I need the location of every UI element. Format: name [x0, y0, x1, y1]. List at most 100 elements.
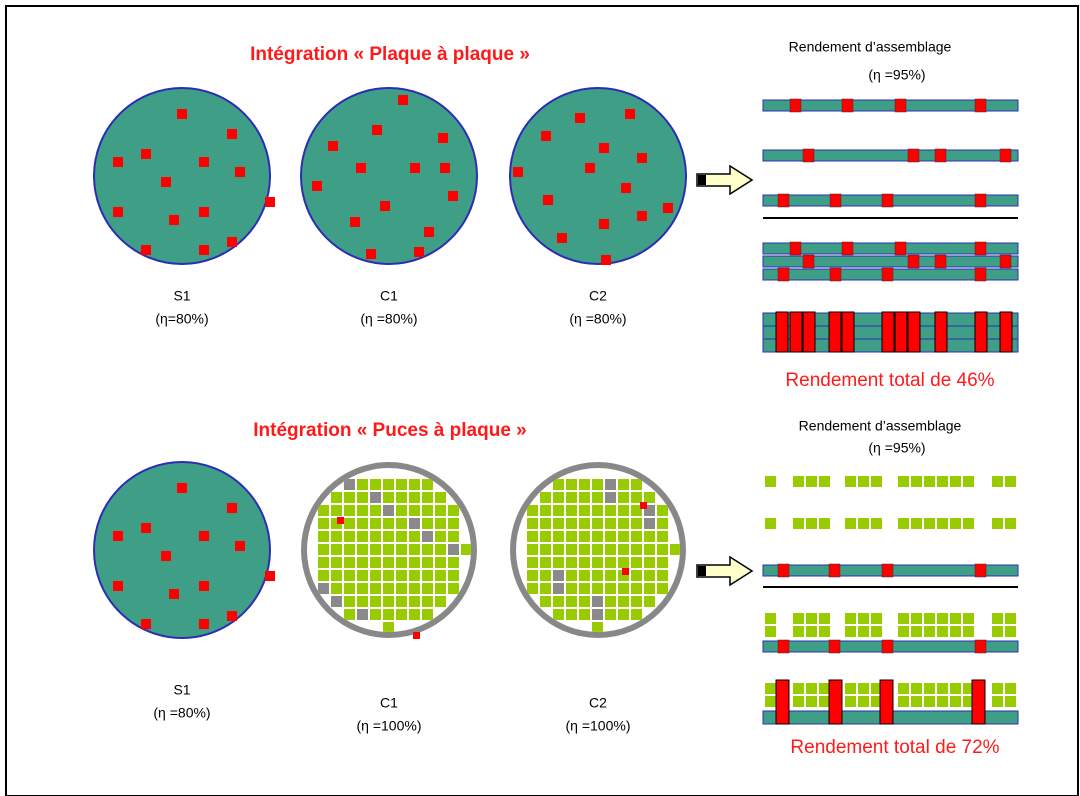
chip — [871, 626, 882, 637]
wafer — [93, 87, 271, 265]
die — [435, 505, 446, 516]
defect — [265, 197, 275, 207]
die — [396, 544, 407, 555]
die — [370, 479, 381, 490]
die — [370, 570, 381, 581]
defect — [971, 679, 986, 725]
defect — [622, 568, 629, 575]
die — [370, 544, 381, 555]
die — [409, 544, 420, 555]
defect — [227, 503, 237, 513]
chip — [898, 613, 909, 624]
defect — [161, 551, 171, 561]
die — [553, 479, 564, 490]
die — [435, 518, 446, 529]
die — [644, 531, 655, 542]
die — [592, 557, 603, 568]
chip — [963, 518, 974, 529]
die — [357, 557, 368, 568]
chip — [898, 476, 909, 487]
defect — [541, 131, 551, 141]
defect — [894, 311, 908, 353]
defect — [410, 163, 420, 173]
defect — [999, 254, 1012, 269]
die — [370, 557, 381, 568]
die — [631, 609, 642, 620]
die — [592, 479, 603, 490]
die — [383, 492, 394, 503]
die — [592, 622, 603, 632]
die — [579, 544, 590, 555]
die — [370, 596, 381, 607]
die — [357, 583, 368, 594]
chip — [858, 518, 869, 529]
die — [618, 479, 629, 490]
chip — [911, 683, 922, 694]
defect — [372, 125, 382, 135]
die — [579, 609, 590, 620]
chip — [937, 683, 948, 694]
die — [631, 531, 642, 542]
chip — [963, 696, 974, 707]
defect — [599, 143, 609, 153]
defect — [974, 639, 987, 654]
die — [409, 596, 420, 607]
die — [631, 583, 642, 594]
defect — [907, 254, 920, 269]
defect — [974, 98, 987, 113]
die — [344, 492, 355, 503]
chip — [871, 476, 882, 487]
die — [331, 505, 342, 516]
defect — [227, 129, 237, 139]
wafer-yield: (η =100%) — [566, 718, 631, 734]
die — [657, 544, 668, 555]
defect — [113, 157, 123, 167]
defect — [789, 98, 802, 113]
defect — [828, 679, 843, 725]
die — [318, 518, 329, 529]
defect — [841, 241, 854, 256]
die — [331, 531, 342, 542]
defect — [881, 563, 894, 578]
die — [618, 492, 629, 503]
defect — [777, 193, 790, 208]
defect — [557, 233, 567, 243]
defect — [841, 311, 855, 353]
chip — [845, 696, 856, 707]
defect — [640, 502, 647, 509]
chip — [950, 696, 961, 707]
defect — [169, 215, 179, 225]
chip — [765, 683, 776, 694]
defect — [199, 581, 209, 591]
defect — [907, 311, 921, 353]
defect — [424, 227, 434, 237]
die — [422, 479, 433, 490]
die — [618, 596, 629, 607]
die — [592, 609, 603, 620]
die — [318, 544, 329, 555]
die — [422, 596, 433, 607]
defect — [177, 109, 187, 119]
chip — [992, 696, 1003, 707]
frame — [5, 5, 1079, 796]
die — [370, 518, 381, 529]
chip — [992, 476, 1003, 487]
die — [370, 492, 381, 503]
die — [631, 518, 642, 529]
chip — [950, 518, 961, 529]
wafer-name: S1 — [173, 682, 190, 698]
die — [540, 583, 551, 594]
die — [331, 544, 342, 555]
defect — [829, 267, 842, 282]
wafer-name: C1 — [380, 695, 398, 711]
die — [566, 544, 577, 555]
chip — [871, 613, 882, 624]
die — [396, 518, 407, 529]
die — [435, 531, 446, 542]
chip — [898, 696, 909, 707]
die — [553, 583, 564, 594]
die — [383, 531, 394, 542]
wafer-yield: (η=80%) — [155, 311, 208, 327]
defect — [199, 619, 209, 629]
die — [357, 505, 368, 516]
